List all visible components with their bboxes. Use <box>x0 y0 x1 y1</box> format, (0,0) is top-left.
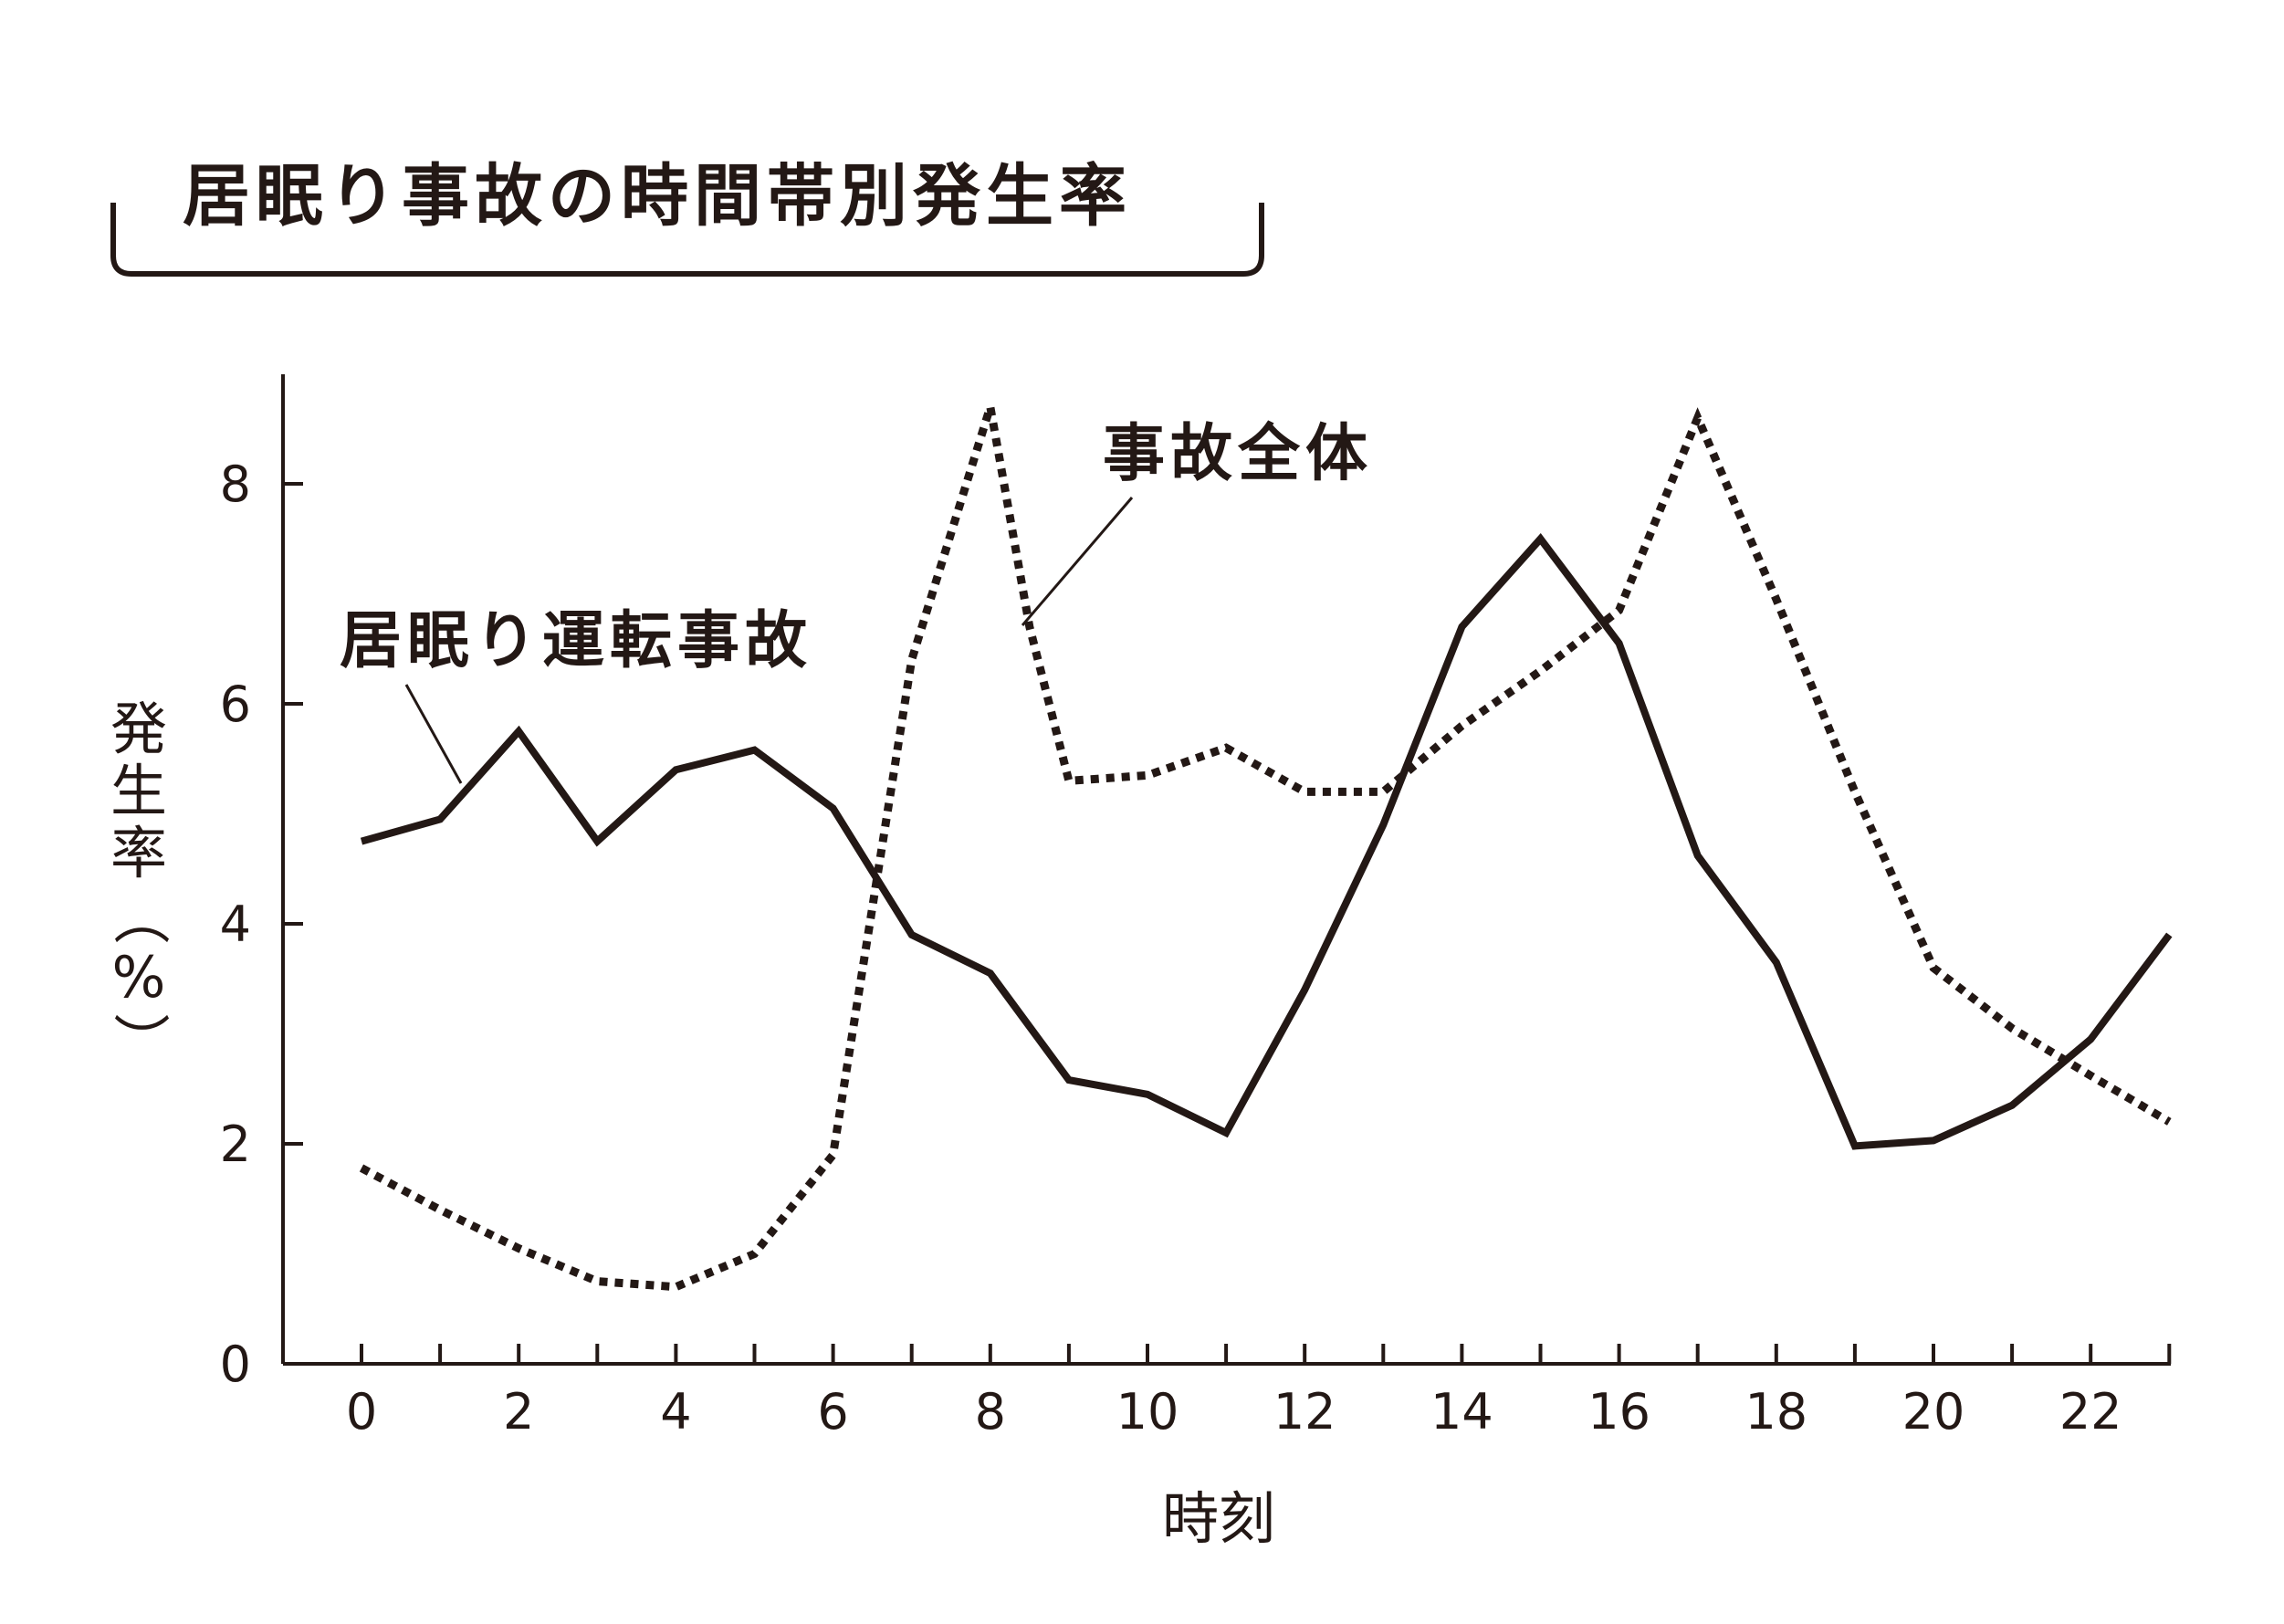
y-axis-label-char: 発 <box>110 696 167 762</box>
annotation-jiko-zentai: 事故全体 <box>1103 418 1373 490</box>
x-tick-label: 0 <box>346 1383 377 1441</box>
x-tick-label: 18 <box>1744 1383 1807 1441</box>
x-tick-label: 6 <box>817 1383 848 1441</box>
x-tick-label: 12 <box>1273 1383 1336 1441</box>
y-tick-labels: 0 2 4 6 8 <box>220 456 251 1393</box>
y-axis-label: 発生率（%） <box>107 696 173 1069</box>
y-tick-label: 4 <box>220 896 251 953</box>
y-tick-label: 6 <box>220 676 251 733</box>
annotation-leader-inemuri <box>404 684 463 784</box>
x-tick-labels: 0 2 4 6 8 10 12 14 16 18 20 22 <box>346 1383 2122 1441</box>
y-tick-label: 0 <box>220 1336 251 1393</box>
y-tick-marks <box>283 482 303 1146</box>
y-axis-label-char: % <box>112 944 166 1011</box>
y-axis-label-char: ） <box>107 1012 173 1069</box>
annotation-leader-zentai <box>1021 497 1134 626</box>
x-tick-label: 16 <box>1587 1383 1650 1441</box>
x-tick-label: 2 <box>503 1383 534 1441</box>
series-line-jiko-zentai <box>359 405 2172 1292</box>
x-tick-label: 10 <box>1116 1383 1179 1441</box>
x-tick-label: 22 <box>2059 1383 2122 1441</box>
title-frame <box>110 203 1264 277</box>
annotation-inemuri-unten-jiko: 居眠り運転事故 <box>340 605 812 677</box>
y-axis-label-char: 率 <box>110 820 167 886</box>
series-line-inemuri-unten-jiko <box>360 533 2173 1150</box>
x-axis-label: 時刻 <box>1162 1485 1275 1552</box>
y-axis-label-char: 生 <box>110 758 167 824</box>
x-tick-marks <box>360 1344 2172 1364</box>
chart-title: 居眠り事故の時間帯別発生率 <box>183 157 1132 236</box>
x-tick-label: 4 <box>660 1383 691 1441</box>
x-tick-label: 14 <box>1430 1383 1493 1441</box>
y-tick-label: 8 <box>220 456 251 513</box>
x-tick-label: 8 <box>975 1383 1006 1441</box>
y-tick-label: 2 <box>220 1116 251 1173</box>
y-axis-label-char: （ <box>107 888 173 945</box>
x-tick-label: 20 <box>1902 1383 1965 1441</box>
